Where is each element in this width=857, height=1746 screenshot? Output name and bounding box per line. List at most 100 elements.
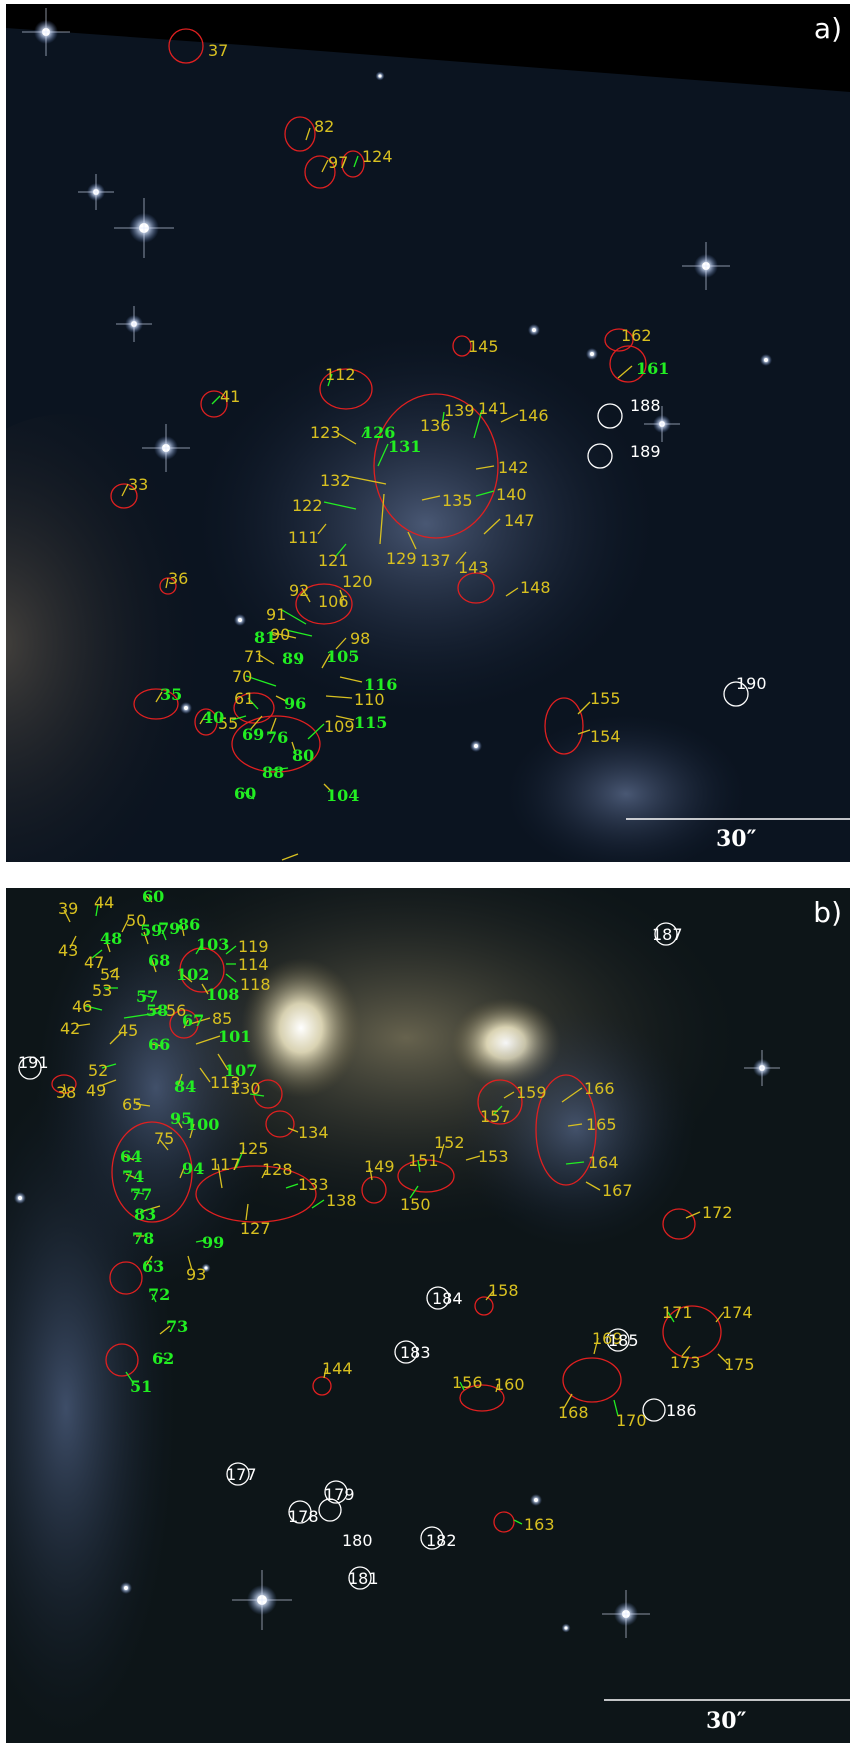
cluster-label-highlight: 79 <box>158 919 180 938</box>
cluster-label-highlight: 104 <box>326 786 359 805</box>
cluster-label: 158 <box>488 1281 519 1300</box>
cluster-label: 136 <box>420 416 451 435</box>
cluster-label-highlight: 101 <box>218 1027 251 1046</box>
candidate-circle <box>18 1056 42 1080</box>
pointer-line <box>681 1345 691 1357</box>
pointer-line <box>211 395 221 405</box>
pointer-line <box>69 935 77 949</box>
region-outline <box>609 345 647 383</box>
cluster-label: 153 <box>478 1147 509 1166</box>
cluster-label: 135 <box>442 491 473 510</box>
pointer-line <box>201 983 209 995</box>
candidate-label: 188 <box>630 396 661 415</box>
region-outline <box>110 483 138 509</box>
region-outline <box>544 697 584 755</box>
candidate-label: 181 <box>348 1569 379 1588</box>
pointer-line <box>195 1239 207 1243</box>
cluster-label: 150 <box>400 1195 431 1214</box>
cluster-label-highlight: 107 <box>224 1061 257 1080</box>
pointer-line <box>145 1255 153 1267</box>
pointer-line <box>155 691 163 703</box>
pointer-line <box>339 589 345 601</box>
pointer-line <box>301 587 311 603</box>
cluster-label: 98 <box>350 629 370 648</box>
region-outline <box>109 1261 143 1295</box>
pointer-line <box>183 1019 189 1029</box>
candidate-circle <box>587 443 613 469</box>
candidate-label: 186 <box>666 1401 697 1420</box>
pointer-line <box>307 723 325 740</box>
pointer-line <box>95 903 99 917</box>
region-outline <box>133 688 179 720</box>
region-outline <box>200 390 228 418</box>
candidate-circle <box>348 1566 372 1590</box>
cluster-label: 141 <box>478 399 509 418</box>
pointer-line <box>483 518 501 535</box>
galaxy-glow <box>456 1008 696 1248</box>
candidate-circle <box>226 1462 250 1486</box>
region-outline <box>111 1121 193 1223</box>
pointer-line <box>500 413 519 423</box>
pointer-line <box>409 1185 419 1199</box>
pointer-line <box>323 1367 327 1379</box>
cluster-label: 172 <box>702 1203 733 1222</box>
cluster-label: 156 <box>452 1373 483 1392</box>
pointer-line <box>323 501 357 510</box>
pointer-line <box>345 475 387 485</box>
star <box>238 618 242 622</box>
region-outline <box>312 1376 332 1396</box>
star <box>474 744 478 748</box>
pointer-line <box>567 1123 583 1127</box>
pointer-line <box>353 155 359 168</box>
cluster-label-highlight: 89 <box>282 649 304 668</box>
pointer-line <box>63 909 71 923</box>
pointer-line <box>379 493 385 545</box>
pointer-line <box>151 959 157 973</box>
pointer-line <box>109 967 119 973</box>
candidate-circle <box>324 1480 348 1504</box>
cluster-label-highlight: 67 <box>182 1011 204 1030</box>
candidate-circle <box>723 681 749 707</box>
pointer-line <box>421 495 441 501</box>
star <box>184 706 188 710</box>
pointer-line <box>275 695 289 703</box>
cluster-label: 127 <box>240 1219 271 1238</box>
cluster-label-highlight: 102 <box>176 965 209 984</box>
pointer-line <box>151 1043 163 1047</box>
cluster-label-highlight: 76 <box>266 728 288 747</box>
cluster-label: 123 <box>310 423 341 442</box>
star <box>378 74 382 78</box>
candidate-label: 177 <box>226 1465 257 1484</box>
pointer-line <box>407 531 417 550</box>
cluster-label: 146 <box>518 406 549 425</box>
region-outline <box>562 1357 622 1403</box>
cluster-label: 112 <box>325 365 356 384</box>
cluster-label: 110 <box>354 690 385 709</box>
cluster-label: 49 <box>86 1081 106 1100</box>
pointer-line <box>455 551 467 565</box>
pointer-line <box>339 676 363 683</box>
pointer-line <box>361 429 367 438</box>
galaxy-glow <box>36 888 276 1288</box>
pointer-line <box>139 993 155 999</box>
galaxy-glow <box>6 414 236 862</box>
pointer-line <box>187 1255 193 1271</box>
cluster-label: 128 <box>262 1160 293 1179</box>
cluster-label: 75 <box>154 1129 174 1148</box>
pointer-line <box>257 653 275 665</box>
pointer-line <box>335 637 347 650</box>
pointer-line <box>593 1337 599 1355</box>
cluster-label-highlight: 51 <box>130 1377 152 1396</box>
star <box>590 352 594 356</box>
cluster-label-highlight: 131 <box>388 437 421 456</box>
pointer-line <box>195 943 203 955</box>
cluster-label: 165 <box>586 1115 617 1134</box>
cluster-label: 169 <box>592 1329 623 1348</box>
candidate-label: 182 <box>426 1531 457 1550</box>
region-outline <box>284 116 316 152</box>
candidate-circle <box>288 1500 312 1524</box>
cluster-label: 129 <box>386 549 417 568</box>
pointer-line <box>281 609 307 625</box>
cluster-label-highlight: 103 <box>196 935 229 954</box>
region-outline <box>265 1110 295 1138</box>
